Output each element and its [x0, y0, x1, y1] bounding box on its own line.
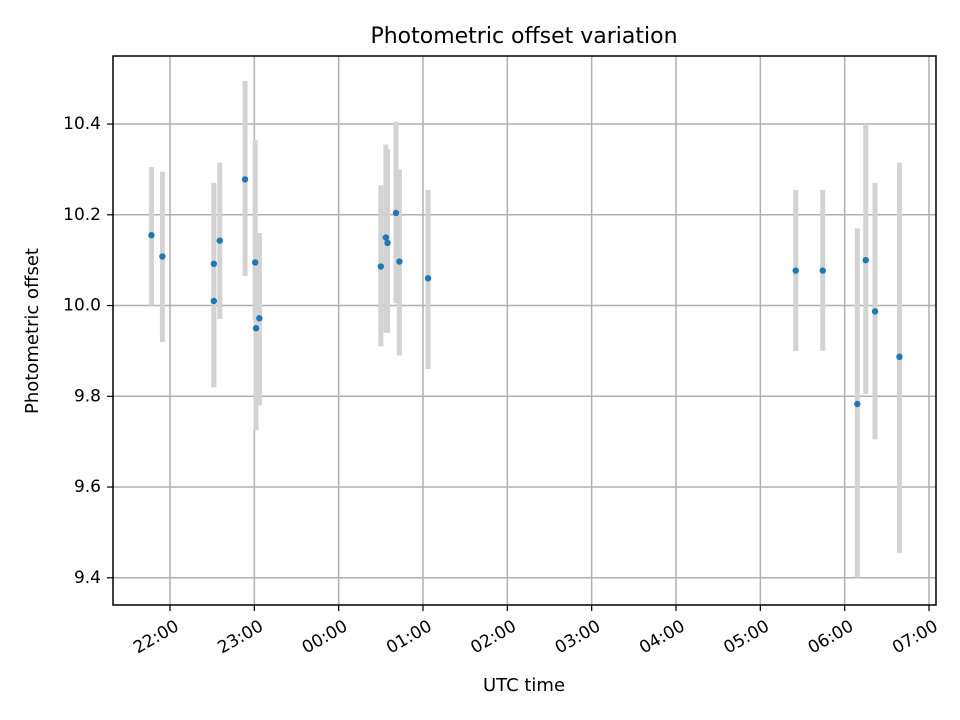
plot-frame	[112, 55, 937, 606]
data-point	[854, 400, 861, 408]
x-axis-ticks: 22:00 23:00 00:00 01:00 02:00 03:00 04:00 05:00…	[130, 605, 942, 658]
data-point	[210, 297, 218, 305]
data-point	[251, 259, 259, 266]
data-point	[252, 325, 260, 332]
chart-title: Photometric offset variation	[370, 24, 677, 49]
x-tick-label: 07:00	[889, 616, 941, 658]
y-tick-label: 9.6	[74, 477, 101, 497]
data-point	[148, 232, 155, 239]
x-axis-label: UTC time	[483, 675, 565, 696]
grid-layer	[113, 56, 936, 605]
x-tick-label: 22:00	[130, 616, 182, 658]
x-tick-label: 05:00	[720, 616, 772, 658]
y-tick-label: 9.8	[74, 386, 101, 406]
x-tick-label: 06:00	[805, 616, 857, 658]
x-tick-label: 04:00	[636, 616, 688, 658]
y-tick-label: 10.4	[63, 114, 101, 134]
data-point	[256, 315, 263, 322]
data-point	[210, 260, 218, 268]
x-tick-label: 02:00	[467, 616, 519, 658]
data-point	[819, 267, 826, 274]
x-tick-label: 23:00	[214, 616, 266, 658]
data-point	[392, 209, 400, 217]
data-point	[382, 234, 390, 241]
y-tick-label: 10.0	[63, 296, 101, 316]
data-point	[216, 237, 223, 244]
data-point	[896, 353, 903, 361]
data-point	[159, 253, 166, 260]
data-point	[871, 308, 879, 315]
data-point	[862, 256, 869, 264]
y-axis-label: Photometric offset	[22, 248, 43, 414]
y-tick-label: 10.2	[63, 205, 101, 225]
errorbar-layer	[148, 80, 902, 578]
x-tick-label: 03:00	[552, 616, 604, 658]
point-layer	[148, 176, 903, 408]
data-point	[241, 176, 249, 183]
y-tick-label: 9.4	[74, 568, 101, 588]
data-point	[424, 275, 432, 282]
y-axis-ticks: 9.4 9.6 9.8 10.0 10.2 10.4	[63, 114, 113, 588]
data-point	[396, 258, 403, 265]
data-point	[377, 263, 385, 270]
data-point	[384, 239, 391, 247]
x-tick-label: 00:00	[299, 616, 351, 658]
data-point	[792, 267, 799, 274]
x-tick-label: 01:00	[383, 616, 435, 658]
